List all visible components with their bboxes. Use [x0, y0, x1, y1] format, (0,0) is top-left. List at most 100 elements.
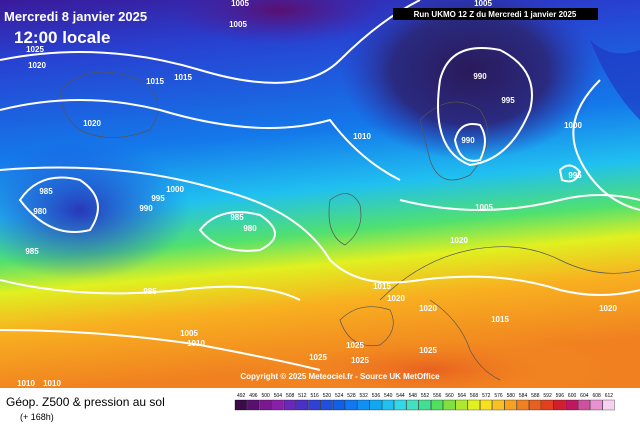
isobar-label: 1020: [28, 61, 46, 70]
colorbar-label: 492: [237, 393, 246, 399]
isobar-label: 1005: [475, 203, 493, 212]
colorbar-label: 500: [261, 393, 270, 399]
isobar-label: 995: [501, 96, 515, 105]
isobar-label: 1020: [387, 294, 405, 303]
isobar-label: 995: [151, 194, 165, 203]
colorbar-cell: [529, 399, 542, 411]
isobar-label: 985: [25, 247, 39, 256]
colorbar-cell: [578, 399, 591, 411]
isobar-label: 990: [473, 72, 487, 81]
colorbar-label: 504: [274, 393, 283, 399]
colorbar-label: 524: [335, 393, 344, 399]
isobar-label: 1025: [419, 346, 437, 355]
colorbar-label: 612: [605, 393, 614, 399]
colorbar-label: 592: [543, 393, 552, 399]
copyright: Copyright © 2025 Meteociel.fr - Source U…: [240, 372, 440, 381]
colorbar-label: 520: [323, 393, 332, 399]
colorbar-label: 536: [372, 393, 381, 399]
colorbar-cell: [443, 399, 456, 411]
colorbar-label: 556: [433, 393, 442, 399]
colorbar-label: 588: [531, 393, 540, 399]
colorbar-label: 540: [384, 393, 393, 399]
colorbar-label: 608: [592, 393, 601, 399]
isobar-label: 1005: [231, 0, 249, 8]
colorbar-cell: [320, 399, 333, 411]
colorbar-cell: [516, 399, 529, 411]
colorbar-label: 568: [470, 393, 479, 399]
isobar-label: 990: [461, 136, 475, 145]
colorbar-cell: [541, 399, 554, 411]
colorbar-cell: [345, 399, 358, 411]
colorbar-cell: [455, 399, 468, 411]
colorbar-label: 496: [249, 393, 258, 399]
colorbar-cell: [418, 399, 431, 411]
colorbar-cell: [430, 399, 444, 411]
colorbar-label: 560: [445, 393, 454, 399]
colorbar-cell: [259, 399, 272, 411]
colorbar-label: 604: [580, 393, 589, 399]
colorbar-label: 544: [396, 393, 405, 399]
colorbar-cell: [480, 399, 493, 411]
colorbar-label: 532: [360, 393, 369, 399]
colorbar-cell: [369, 399, 382, 411]
colorbar: 492 496 500 504 508 512 516 520 524 528 532 536 540 5…: [234, 393, 615, 411]
coastlines: [59, 71, 640, 381]
colorbar-label: 508: [286, 393, 295, 399]
colorbar-label: 516: [311, 393, 320, 399]
isobar-label: 980: [243, 224, 257, 233]
colorbar-label: 564: [458, 393, 467, 399]
isobar-label: 985: [230, 213, 244, 222]
colorbar-label: 548: [409, 393, 418, 399]
run-box: [393, 8, 598, 20]
colorbar-label: 576: [494, 393, 503, 399]
colorbar-cell: [492, 399, 505, 411]
isobar-label: 990: [139, 204, 153, 213]
isobar-label: 1005: [474, 0, 492, 8]
colorbar-label: 528: [347, 393, 356, 399]
date-label: Mercredi 8 janvier 2025: [4, 9, 147, 24]
isobar-label: 985: [143, 287, 157, 296]
cold-east: [590, 40, 640, 120]
colorbar-label: 584: [519, 393, 528, 399]
cold-pool: [170, 0, 390, 45]
colorbar-cell: [394, 399, 407, 411]
isobar-label: 1020: [419, 304, 437, 313]
colorbar-cell: [406, 399, 419, 411]
isobar-label: 1010: [17, 379, 35, 388]
time-label: 12:00 locale: [14, 28, 110, 47]
isobars: [0, 0, 640, 370]
colorbar-cell: [590, 399, 603, 411]
footer-title: Géop. Z500 & pression au sol: [6, 395, 165, 409]
isobar-label: 1010: [43, 379, 61, 388]
isobar-label: 1020: [599, 304, 617, 313]
isobar-label: 1010: [353, 132, 371, 141]
colorbar-label: 572: [482, 393, 491, 399]
colorbar-cell: [602, 399, 615, 411]
colorbar-cell: [467, 399, 480, 411]
isobar-label: 1025: [26, 45, 44, 54]
colorbar-label: 580: [507, 393, 516, 399]
isobar-label: 1025: [309, 353, 327, 362]
colorbar-cell: [553, 399, 566, 411]
colorbar-cell: [308, 399, 321, 411]
isobar-label: 1015: [373, 282, 391, 291]
isobar-label: 1000: [564, 121, 582, 130]
colorbar-cell: [296, 399, 309, 411]
isobar-label: 1015: [491, 315, 509, 324]
colorbar-cell: [234, 399, 247, 411]
colorbar-cell: [565, 399, 578, 411]
isobar-label: 980: [33, 207, 47, 216]
isobar-label: 1010: [187, 339, 205, 348]
footer-lead: (+ 168h): [20, 412, 54, 422]
colorbar-cell: [283, 399, 296, 411]
isobar-label: 1025: [351, 356, 369, 365]
colorbar-label: 600: [568, 393, 577, 399]
isobar-label: 1015: [146, 77, 164, 86]
isobar-label: 985: [39, 187, 53, 196]
colorbar-label: 512: [298, 393, 307, 399]
isobar-label: 1020: [83, 119, 101, 128]
colorbar-cell: [247, 399, 260, 411]
